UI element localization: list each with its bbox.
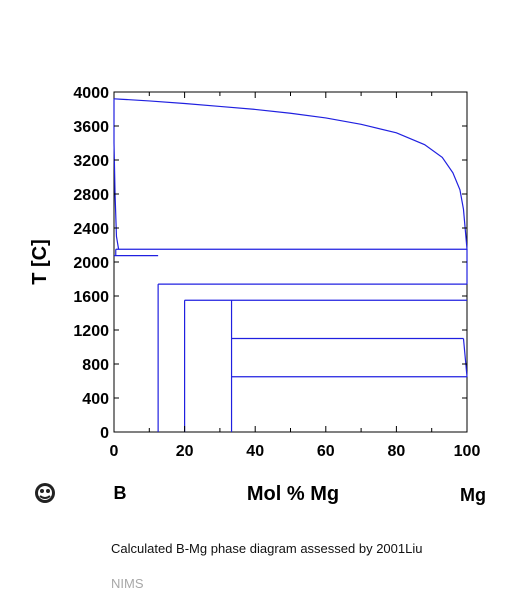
y-axis-title: T [C] — [29, 239, 51, 285]
y-tick-label: 1200 — [73, 323, 109, 340]
y-tick-label: 2400 — [73, 221, 109, 238]
y-tick-label: 800 — [82, 357, 109, 374]
x-axis-title: Mol % Mg — [247, 483, 339, 505]
nims-logo-icon — [35, 483, 55, 503]
y-tick-label: 3600 — [73, 119, 109, 136]
chart-caption: Calculated B-Mg phase diagram assessed b… — [111, 541, 423, 556]
y-tick-label: 4000 — [73, 85, 109, 102]
mg-side-segment — [462, 338, 468, 377]
x-tick-label: 60 — [317, 443, 335, 460]
x-tick-label: 0 — [110, 443, 119, 460]
plot-frame — [113, 91, 468, 433]
y-tick-label: 3200 — [73, 153, 109, 170]
right-element-label: Mg — [460, 485, 486, 505]
liquidus-curve — [113, 98, 468, 250]
y-tick-label: 400 — [82, 391, 109, 408]
x-tick-label: 100 — [454, 443, 481, 460]
x-tick-label: 20 — [176, 443, 194, 460]
x-tick-label: 40 — [246, 443, 264, 460]
y-tick-label: 2000 — [73, 255, 109, 272]
left-element-label: B — [114, 483, 127, 503]
x-tick-label: 80 — [388, 443, 406, 460]
source-label: NIMS — [111, 576, 144, 591]
y-tick-label: 2800 — [73, 187, 109, 204]
y-tick-label: 0 — [100, 425, 109, 442]
y-tick-label: 1600 — [73, 289, 109, 306]
boron-rich-boundary — [113, 98, 120, 250]
